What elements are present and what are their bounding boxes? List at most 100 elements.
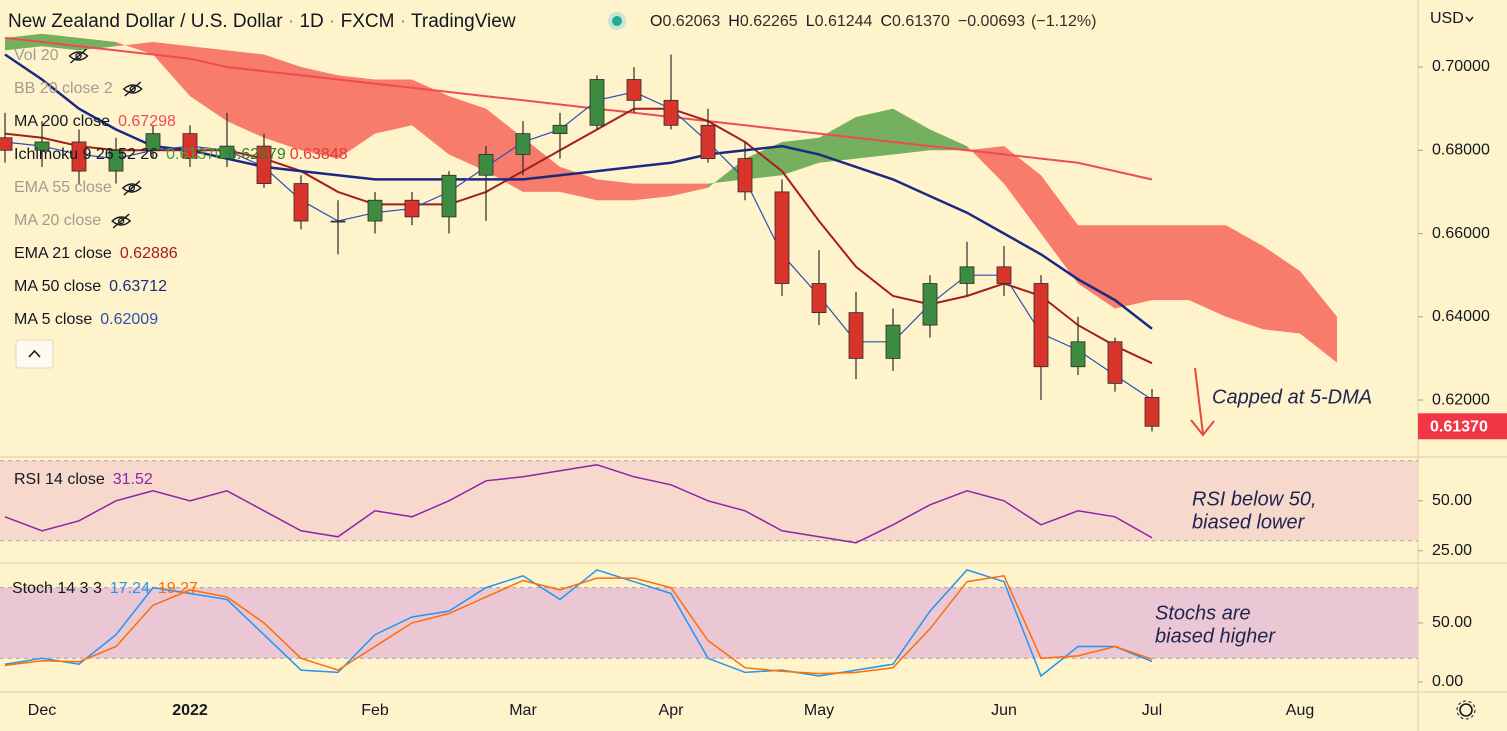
candle-body — [441, 174, 457, 218]
x-tick-label: Aug — [1286, 702, 1314, 719]
last-price-box — [1418, 413, 1507, 440]
legend-name: Ichimoku 9 26 52 26 — [14, 146, 158, 163]
candle-body — [182, 133, 198, 160]
candle-body — [737, 158, 753, 193]
cloud-segment — [967, 146, 1004, 184]
cloud-segment — [1189, 225, 1226, 317]
candle-body — [404, 199, 420, 218]
status-dot — [612, 16, 622, 26]
candle-body — [663, 99, 679, 126]
quote-key: O — [650, 13, 662, 30]
x-tick-label: Jun — [991, 702, 1017, 719]
candle-body — [1107, 341, 1123, 384]
legend-value: 0.62886 — [120, 245, 178, 262]
y-tick-label: 0.64000 — [1432, 308, 1490, 325]
cloud-segment — [930, 129, 967, 151]
cloud-segment — [745, 141, 782, 180]
cloud-segment — [338, 75, 375, 159]
hidden-icon — [121, 180, 142, 196]
cloud-segment — [412, 79, 449, 155]
candle-body — [293, 183, 309, 222]
cloud-segment — [264, 54, 301, 151]
quote-key: L — [806, 13, 815, 30]
quote-value: 0.61370 — [892, 13, 950, 30]
legend-name: BB 20 close 2 — [14, 80, 113, 97]
cloud-segment — [227, 50, 264, 138]
quote-value: 0.61244 — [815, 13, 873, 30]
quote: O0.62063 H0.62265 L0.61244 C0.61370 −0.00693… — [650, 13, 1096, 30]
cloud-segment — [1263, 246, 1300, 334]
x-tick-label: Jul — [1142, 702, 1162, 719]
cloud-segment — [634, 183, 671, 201]
cloud-segment — [819, 116, 856, 163]
hidden-icon — [129, 85, 136, 93]
candle-body — [0, 137, 13, 151]
cloud-segment — [1115, 225, 1152, 309]
candle-body — [219, 145, 235, 160]
legend-name: Vol 20 — [14, 47, 59, 64]
legend-value: 0.63712 — [109, 278, 167, 295]
annotation: biased lower — [1192, 511, 1306, 533]
candle-body — [1070, 341, 1086, 368]
cloud-segment — [1300, 271, 1337, 363]
candle-body — [34, 141, 50, 151]
legend-entry: Vol 20 — [14, 47, 59, 64]
hidden-icon — [118, 217, 125, 225]
price-plot — [0, 33, 1337, 432]
quote-key: H — [728, 13, 740, 30]
candle-body — [256, 145, 272, 184]
separator: · — [394, 11, 411, 32]
y-tick-label: 0.62000 — [1432, 391, 1490, 408]
legend-name: MA 5 close — [14, 311, 92, 328]
hidden-icon — [122, 81, 143, 97]
y-tick-label: 0.70000 — [1432, 58, 1490, 75]
legend-name: MA 50 close — [14, 278, 101, 295]
candle-body — [959, 266, 975, 284]
x-tick-label: Apr — [659, 702, 685, 719]
separator: · — [283, 11, 300, 32]
chart-subtitle: 1D — [299, 11, 323, 32]
hidden-icon — [75, 52, 82, 60]
candle-body — [515, 133, 531, 155]
legend-entry: EMA 21 close 0.62886 — [14, 245, 178, 262]
legend-entry: MA 50 close 0.63712 — [14, 278, 167, 295]
cloud-segment — [486, 108, 523, 192]
candle-body — [589, 79, 605, 126]
candle-body — [922, 283, 938, 326]
chart-subtitle: TradingView — [411, 11, 516, 32]
legend-name: EMA 55 close — [14, 179, 112, 196]
annotation: RSI below 50, — [1192, 488, 1317, 510]
settings-icon[interactable] — [1456, 700, 1476, 720]
legend-value: 31.52 — [113, 471, 153, 488]
legend-name: MA 200 close — [14, 113, 110, 130]
panel-legend: RSI 14 close 31.52 — [14, 471, 153, 488]
y-tick-label: 50.00 — [1432, 614, 1472, 631]
hidden-icon — [68, 48, 89, 64]
indicator-line — [4, 36, 1153, 181]
collapse-button[interactable] — [15, 339, 54, 369]
x-tick-label: Dec — [28, 702, 56, 719]
legend-name: MA 20 close — [14, 212, 101, 229]
chart-subtitle: FXCM — [341, 11, 395, 32]
cloud-segment — [375, 79, 412, 134]
legend-entry: MA 5 close 0.62009 — [14, 311, 158, 328]
y-tick-label: 50.00 — [1432, 492, 1472, 509]
candle-body — [700, 124, 716, 160]
y-tick-label: 25.00 — [1432, 542, 1472, 559]
y-tick-label: 0.66000 — [1432, 225, 1490, 242]
change-pct: (−1.12%) — [1031, 13, 1096, 30]
down-arrow — [1190, 367, 1215, 437]
legend-name: EMA 21 close — [14, 245, 112, 262]
cloud-segment — [671, 183, 708, 197]
legend-entry: MA 200 close 0.67298 — [14, 113, 176, 130]
panel-plot — [0, 460, 1418, 544]
hidden-icon — [111, 213, 132, 229]
x-tick-label: May — [804, 702, 834, 719]
annotation: Stochs are — [1155, 602, 1251, 624]
indicator-line — [4, 464, 1153, 544]
indicator-line — [4, 574, 1153, 675]
hidden-icon — [128, 184, 135, 192]
cloud-segment — [1226, 225, 1263, 330]
cloud-segment — [856, 108, 893, 159]
